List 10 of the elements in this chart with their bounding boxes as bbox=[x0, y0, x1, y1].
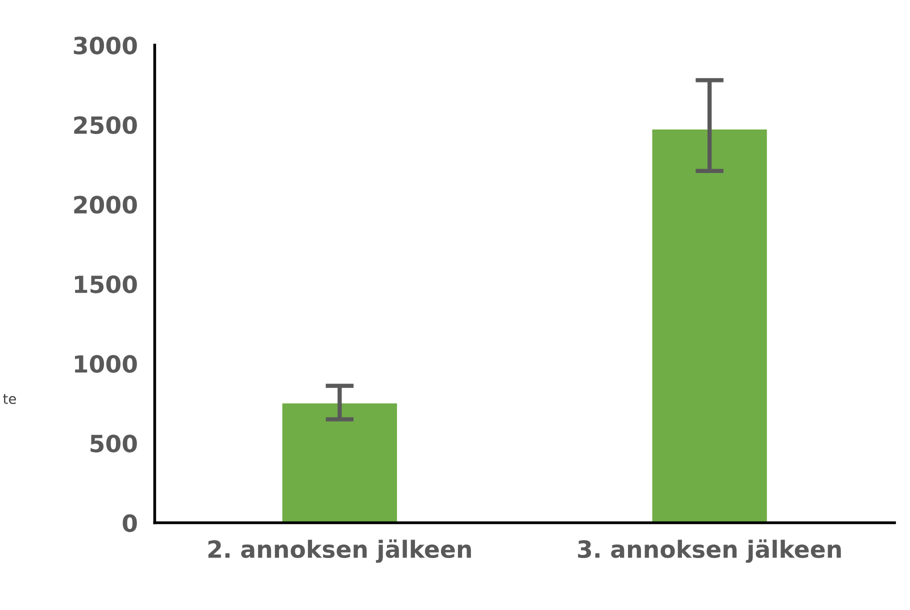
x-tick-label: 2. annoksen jälkeen bbox=[208, 539, 471, 563]
y-tick-label: 3000 bbox=[74, 36, 137, 54]
y-tick-label: 1000 bbox=[74, 355, 137, 373]
y-axis-title: te bbox=[3, 394, 16, 404]
y-tick-label: 1500 bbox=[74, 275, 137, 294]
y-tick-label: 2500 bbox=[74, 116, 137, 134]
x-tick-label: 3. annoksen jälkeen bbox=[578, 539, 841, 563]
y-tick-label: 0 bbox=[122, 514, 137, 532]
y-tick-label: 500 bbox=[90, 434, 137, 452]
y-tick-label: 2000 bbox=[74, 196, 137, 214]
